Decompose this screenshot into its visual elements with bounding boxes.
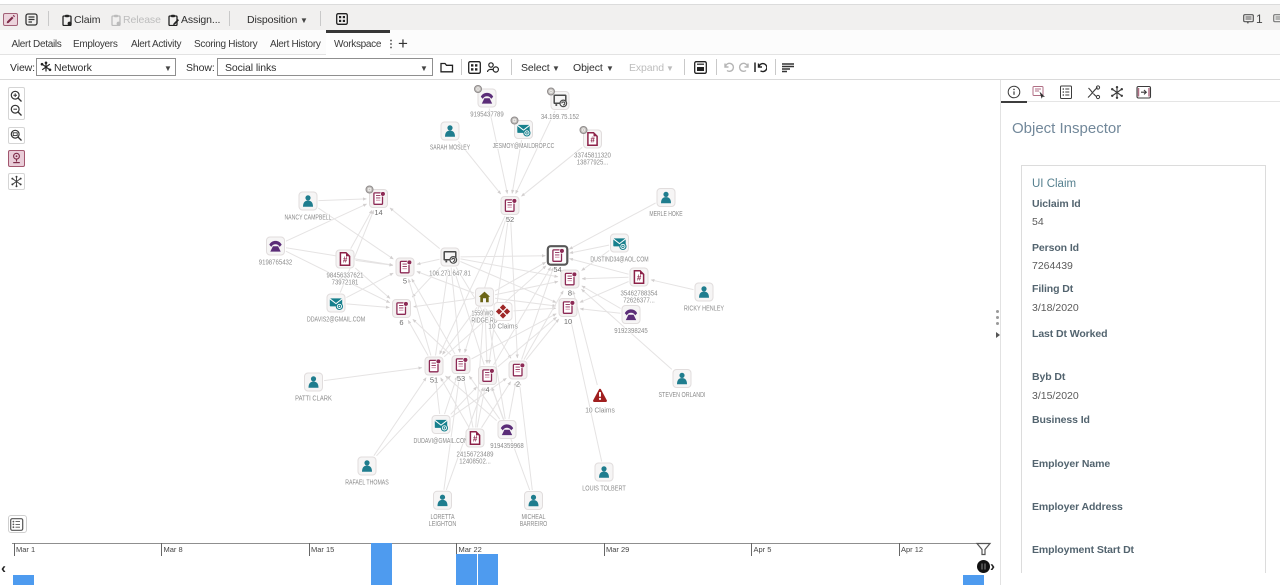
svg-text:10 Claims: 10 Claims (488, 322, 518, 331)
svg-text:33745811320: 33745811320 (574, 151, 611, 160)
svg-text:72626377...: 72626377... (623, 296, 655, 305)
svg-text:RICKY HENLEY: RICKY HENLEY (684, 304, 724, 313)
svg-text:10: 10 (564, 317, 572, 326)
svg-text:8: 8 (568, 289, 572, 298)
svg-text:1559 WOO: 1559 WOO (472, 309, 498, 318)
svg-text:BARREIRO: BARREIRO (520, 519, 548, 528)
svg-text:NANCY CAMPBELL: NANCY CAMPBELL (284, 213, 331, 222)
svg-text:4: 4 (485, 385, 489, 394)
svg-text:35462788354: 35462788354 (621, 289, 658, 298)
svg-text:51: 51 (430, 376, 438, 385)
svg-text:DUSTIND34@AOL.COM: DUSTIND34@AOL.COM (590, 255, 648, 264)
svg-text:73972181: 73972181 (332, 278, 359, 287)
svg-text:JESMOY@MAILDROP.CC: JESMOY@MAILDROP.CC (493, 141, 555, 150)
svg-text:9195437789: 9195437789 (470, 110, 504, 119)
svg-text:24156723489: 24156723489 (457, 450, 494, 459)
svg-text:9192398245: 9192398245 (614, 326, 648, 335)
svg-text:LEIGHTON: LEIGHTON (429, 519, 457, 528)
svg-text:STEVEN ORLANDI: STEVEN ORLANDI (658, 390, 705, 399)
svg-text:14: 14 (374, 208, 382, 217)
svg-text:9194359968: 9194359968 (490, 441, 524, 450)
svg-text:MERLE HOKE: MERLE HOKE (649, 209, 682, 218)
svg-text:#: # (590, 136, 595, 145)
svg-text:2: 2 (516, 380, 520, 389)
svg-text:54: 54 (553, 265, 561, 274)
svg-text:10 Claims: 10 Claims (585, 406, 615, 415)
svg-text:SARAH MOSLEY: SARAH MOSLEY (430, 143, 470, 152)
svg-text:RAFAEL THOMAS: RAFAEL THOMAS (345, 478, 389, 487)
svg-text:6: 6 (399, 318, 403, 327)
svg-text:LORETTA: LORETTA (430, 512, 454, 521)
svg-text:12408502...: 12408502... (459, 457, 491, 466)
svg-text:PATTI CLARK: PATTI CLARK (295, 394, 332, 403)
svg-text:106.271.647.81: 106.271.647.81 (429, 269, 471, 278)
svg-text:RIDGE RD: RIDGE RD (471, 316, 498, 325)
svg-text:#: # (473, 435, 478, 444)
svg-text:#: # (343, 256, 348, 265)
svg-text:LOUIS TOLBERT: LOUIS TOLBERT (582, 484, 626, 493)
svg-text:13877925...: 13877925... (577, 158, 609, 167)
svg-text:5: 5 (403, 277, 407, 286)
svg-text:DDAVIS2@GMAIL.COM: DDAVIS2@GMAIL.COM (307, 315, 365, 324)
svg-text:9198765432: 9198765432 (259, 258, 293, 267)
svg-text:52: 52 (506, 215, 514, 224)
svg-text:34.199.75.152: 34.199.75.152 (541, 112, 579, 121)
svg-text:MICHEAL: MICHEAL (521, 512, 545, 521)
svg-text:98456337621: 98456337621 (327, 271, 364, 280)
svg-text:53: 53 (457, 374, 465, 383)
svg-text:DUDAVI@GMAIL.COM: DUDAVI@GMAIL.COM (414, 436, 469, 445)
svg-text:#: # (637, 274, 642, 283)
